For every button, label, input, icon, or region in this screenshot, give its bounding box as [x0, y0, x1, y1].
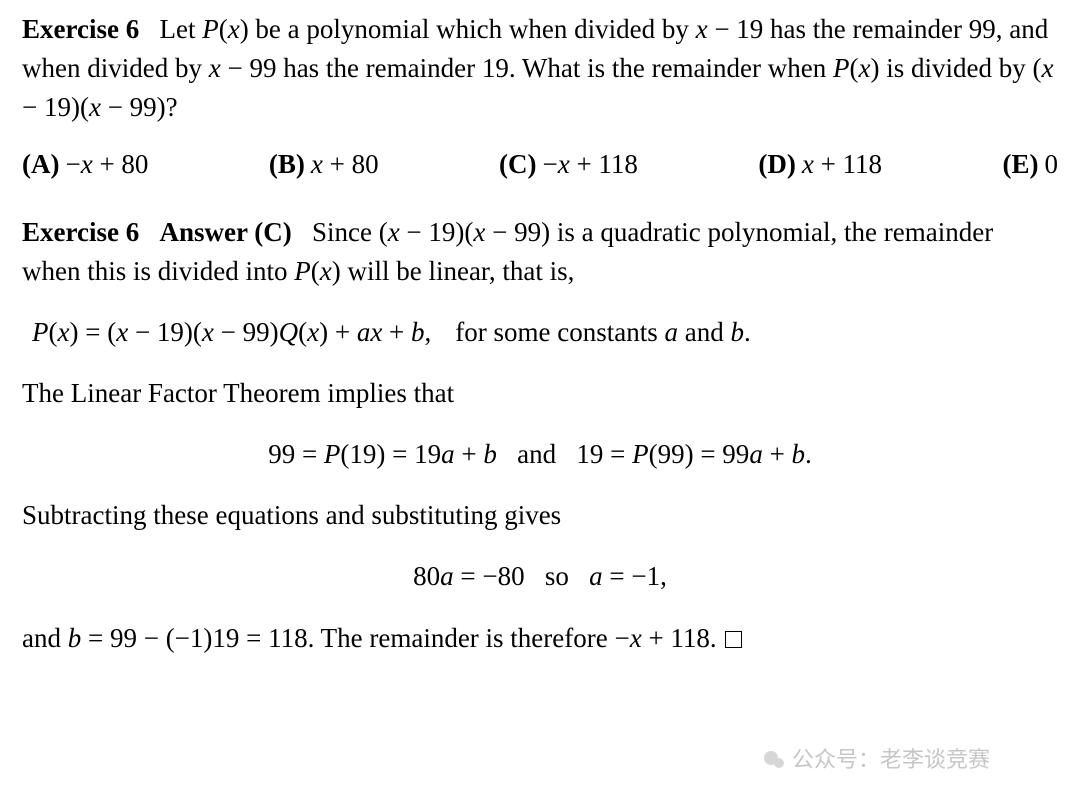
option-d: (D)x + 118	[758, 145, 882, 184]
option-label: (E)	[1002, 149, 1038, 179]
option-e: (E)0	[1002, 145, 1058, 184]
equation-1-math: P(x) = (x − 19)(x − 99)Q(x) + ax + b,	[32, 317, 431, 347]
solution-para-3: Subtracting these equations and substitu…	[22, 496, 1058, 535]
watermark-text: 公众号：老李谈竞赛	[792, 744, 990, 776]
solution-exercise-label: Exercise 6	[22, 217, 139, 247]
exercise-problem: Exercise 6 Let P(x) be a polynomial whic…	[22, 10, 1058, 127]
option-label: (A)	[22, 149, 59, 179]
solution-text-4: and b = 99 − (−1)19 = 118. The remainder…	[22, 623, 717, 653]
option-a: (A)−x + 80	[22, 145, 148, 184]
equation-2: 99 = P(19) = 19a + b and 19 = P(99) = 99…	[22, 435, 1058, 474]
qed-icon	[725, 631, 742, 648]
equation-1: P(x) = (x − 19)(x − 99)Q(x) + ax + b, for…	[22, 313, 1058, 352]
options-row: (A)−x + 80 (B)x + 80 (C)−x + 118 (D)x + …	[22, 145, 1058, 184]
option-value: −x + 80	[65, 149, 148, 179]
option-label: (D)	[758, 149, 795, 179]
option-value: −x + 118	[542, 149, 637, 179]
option-value: x + 118	[802, 149, 882, 179]
option-c: (C)−x + 118	[499, 145, 638, 184]
equation-3: 80a = −80 so a = −1,	[22, 557, 1058, 596]
solution-para-1: Exercise 6 Answer (C) Since (x − 19)(x −…	[22, 213, 1058, 291]
option-value: x + 80	[311, 149, 379, 179]
exercise-text: Let P(x) be a polynomial which when divi…	[22, 14, 1053, 122]
solution-para-2: The Linear Factor Theorem implies that	[22, 374, 1058, 413]
solution-answer-label: Answer (C)	[159, 217, 291, 247]
exercise-label: Exercise 6	[22, 14, 139, 44]
watermark: 公众号：老李谈竞赛	[762, 744, 990, 776]
option-b: (B)x + 80	[269, 145, 379, 184]
option-label: (B)	[269, 149, 305, 179]
page: Exercise 6 Let P(x) be a polynomial whic…	[0, 0, 1080, 804]
equation-1-annot: for some constants a and b.	[455, 317, 750, 347]
wechat-icon	[762, 748, 786, 772]
solution-para-4: and b = 99 − (−1)19 = 118. The remainder…	[22, 619, 1058, 658]
option-value: 0	[1044, 149, 1058, 179]
option-label: (C)	[499, 149, 536, 179]
